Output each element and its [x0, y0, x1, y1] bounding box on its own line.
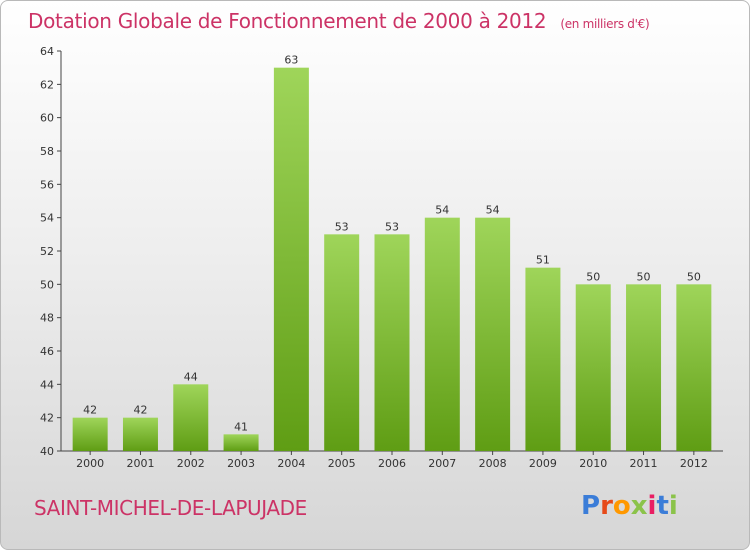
y-tick-label: 44: [40, 378, 54, 391]
logo-letter: r: [600, 491, 613, 521]
data-label: 50: [586, 270, 600, 283]
bar: [575, 284, 611, 451]
logo-letter: i: [647, 491, 657, 521]
logo-letter: P: [581, 491, 601, 521]
y-tick-label: 60: [40, 112, 54, 125]
data-label: 50: [637, 270, 651, 283]
bar: [475, 217, 511, 451]
labels: 42 2000 42 2001 44 2002 41 2003 63 2004 53 2005 53 20…: [76, 54, 708, 470]
chart-subtitle: (en milliers d'€): [560, 17, 650, 31]
data-label: 42: [83, 404, 97, 417]
bar: [173, 384, 209, 451]
y-tick-label: 50: [40, 278, 54, 291]
bar: [273, 67, 309, 452]
axes: 40 42 44 46 48 50 52 54 56 58 60 62 64: [40, 45, 723, 458]
x-tick-label: 2002: [177, 457, 205, 470]
y-tick-label: 52: [40, 245, 54, 258]
y-tick-label: 48: [40, 312, 54, 325]
y-tick-label: 54: [40, 212, 54, 225]
logo-letter: t: [656, 491, 669, 521]
x-tick-label: 2008: [479, 457, 507, 470]
data-label: 54: [435, 204, 449, 217]
logo-letter: o: [612, 491, 631, 521]
x-tick-label: 2010: [579, 457, 607, 470]
y-tick-label: 42: [40, 412, 54, 425]
x-tick-label: 2006: [378, 457, 406, 470]
proxiti-logo: Proxiti: [581, 491, 678, 521]
x-tick-label: 2003: [227, 457, 255, 470]
bar: [374, 234, 410, 451]
logo-letter: x: [630, 491, 648, 521]
x-tick-label: 2012: [680, 457, 708, 470]
x-tick-label: 2011: [630, 457, 658, 470]
x-tick-label: 2000: [76, 457, 104, 470]
data-label: 51: [536, 254, 550, 267]
x-tick-label: 2005: [328, 457, 356, 470]
bar: [626, 284, 662, 451]
y-tick-label: 58: [40, 145, 54, 158]
y-tick-label: 62: [40, 78, 54, 91]
bar: [676, 284, 712, 451]
data-label: 53: [385, 220, 399, 233]
data-label: 50: [687, 270, 701, 283]
data-label: 44: [184, 370, 198, 383]
chart-title: Dotation Globale de Fonctionnement de 20…: [28, 9, 650, 33]
bar: [122, 417, 158, 451]
x-tick-label: 2004: [277, 457, 305, 470]
data-label: 63: [284, 54, 298, 67]
bar: [324, 234, 360, 451]
y-tick-label: 40: [40, 445, 54, 458]
commune-name: SAINT-MICHEL-DE-LAPUJADE: [34, 496, 307, 520]
y-tick-label: 46: [40, 345, 54, 358]
y-tick-label: 56: [40, 178, 54, 191]
y-tick-label: 64: [40, 45, 54, 58]
data-label: 41: [234, 420, 248, 433]
data-label: 54: [486, 204, 500, 217]
data-label: 42: [133, 404, 147, 417]
bars: [72, 67, 712, 452]
data-label: 53: [335, 220, 349, 233]
bar: [525, 267, 561, 451]
bar: [424, 217, 460, 451]
x-tick-label: 2007: [428, 457, 456, 470]
logo-letter: i: [668, 491, 678, 521]
x-tick-label: 2001: [126, 457, 154, 470]
x-tick-label: 2009: [529, 457, 557, 470]
bar: [223, 434, 259, 451]
bar: [72, 417, 108, 451]
